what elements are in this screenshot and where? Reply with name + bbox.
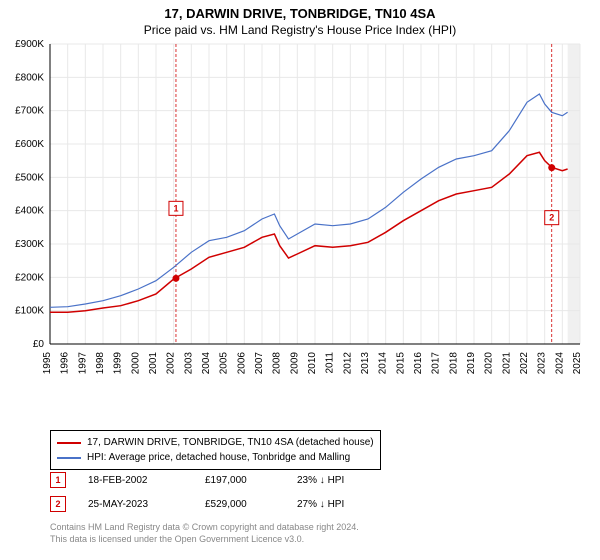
svg-text:£700K: £700K [15,106,44,117]
footer-line: This data is licensed under the Open Gov… [50,534,359,546]
svg-text:2008: 2008 [272,352,283,375]
sale-date: 18-FEB-2002 [88,475,183,486]
svg-text:2025: 2025 [572,352,583,375]
svg-text:2012: 2012 [342,352,353,375]
svg-text:2007: 2007 [254,352,265,375]
svg-text:2009: 2009 [289,352,300,375]
svg-text:£500K: £500K [15,172,44,183]
svg-text:1998: 1998 [95,352,106,375]
sale-date: 25-MAY-2023 [88,499,183,510]
sale-marker: 2 [50,496,66,512]
svg-text:2013: 2013 [360,352,371,375]
svg-text:£400K: £400K [15,206,44,217]
chart-area: £0£100K£200K£300K£400K£500K£600K£700K£80… [50,44,580,384]
svg-text:2022: 2022 [519,352,530,375]
svg-text:£800K: £800K [15,72,44,83]
svg-text:2005: 2005 [219,352,230,375]
svg-text:2016: 2016 [413,352,424,375]
sale-row: 1 18-FEB-2002 £197,000 23% ↓ HPI [50,472,377,488]
svg-text:2002: 2002 [166,352,177,375]
sale-price: £529,000 [205,499,275,510]
legend-swatch [57,457,81,459]
svg-text:£600K: £600K [15,139,44,150]
sales-table: 1 18-FEB-2002 £197,000 23% ↓ HPI 2 25-MA… [50,472,377,520]
svg-text:1: 1 [173,203,178,213]
svg-text:2018: 2018 [448,352,459,375]
svg-text:£100K: £100K [15,306,44,317]
svg-text:2003: 2003 [183,352,194,375]
sale-price: £197,000 [205,475,275,486]
svg-text:1999: 1999 [113,352,124,375]
legend-item: HPI: Average price, detached house, Tonb… [57,450,374,465]
svg-text:2021: 2021 [501,352,512,375]
legend-item: 17, DARWIN DRIVE, TONBRIDGE, TN10 4SA (d… [57,435,374,450]
chart-svg: £0£100K£200K£300K£400K£500K£600K£700K£80… [50,44,580,384]
svg-text:2000: 2000 [130,352,141,375]
chart-subtitle: Price paid vs. HM Land Registry's House … [0,23,600,37]
svg-text:2015: 2015 [395,352,406,375]
svg-text:2024: 2024 [554,352,565,375]
legend: 17, DARWIN DRIVE, TONBRIDGE, TN10 4SA (d… [50,430,381,470]
svg-text:£200K: £200K [15,272,44,283]
sale-marker: 1 [50,472,66,488]
sale-diff: 23% ↓ HPI [297,475,377,486]
svg-text:£300K: £300K [15,239,44,250]
chart-title-block: 17, DARWIN DRIVE, TONBRIDGE, TN10 4SA Pr… [0,0,600,37]
svg-text:£0: £0 [33,339,45,350]
svg-text:2020: 2020 [484,352,495,375]
svg-text:2: 2 [549,213,554,223]
svg-text:2017: 2017 [431,352,442,375]
svg-text:2023: 2023 [537,352,548,375]
legend-label: HPI: Average price, detached house, Tonb… [87,450,350,465]
svg-text:2004: 2004 [201,352,212,375]
sale-row: 2 25-MAY-2023 £529,000 27% ↓ HPI [50,496,377,512]
svg-text:2019: 2019 [466,352,477,375]
svg-text:1997: 1997 [77,352,88,375]
svg-text:2001: 2001 [148,352,159,375]
legend-label: 17, DARWIN DRIVE, TONBRIDGE, TN10 4SA (d… [87,435,374,450]
footer-line: Contains HM Land Registry data © Crown c… [50,522,359,534]
chart-title: 17, DARWIN DRIVE, TONBRIDGE, TN10 4SA [0,6,600,21]
svg-text:1996: 1996 [60,352,71,375]
svg-text:1995: 1995 [42,352,53,375]
svg-text:£900K: £900K [15,39,44,50]
sale-diff: 27% ↓ HPI [297,499,377,510]
svg-text:2011: 2011 [325,352,336,374]
footer: Contains HM Land Registry data © Crown c… [50,522,359,545]
svg-text:2014: 2014 [378,352,389,375]
svg-text:2006: 2006 [236,352,247,375]
svg-text:2010: 2010 [307,352,318,375]
legend-swatch [57,442,81,444]
